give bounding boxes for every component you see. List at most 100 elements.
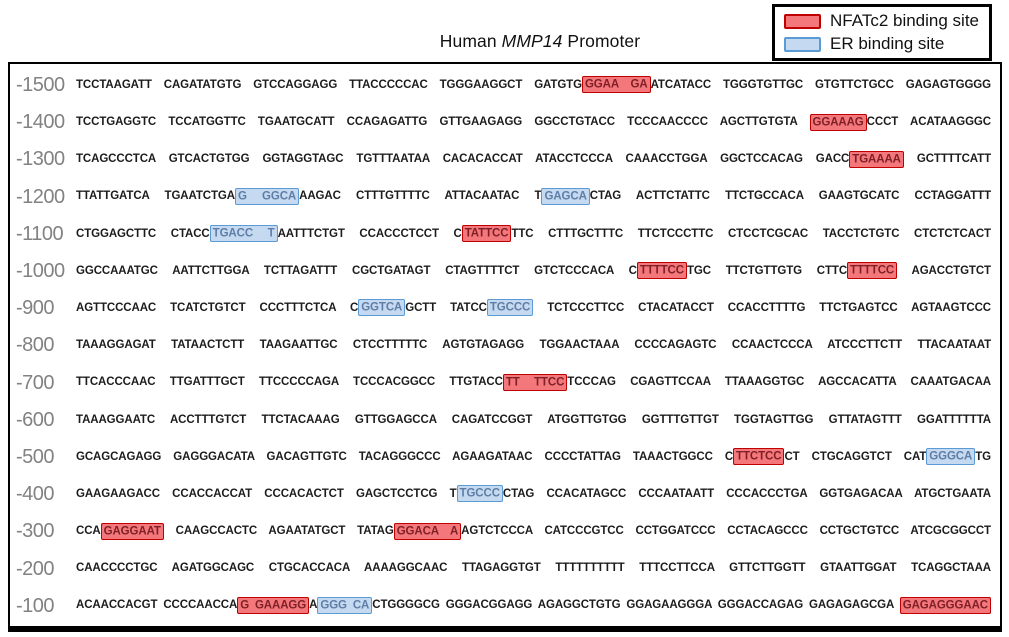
er-binding-site: GGG CA (317, 596, 373, 614)
sequence-text: ATCATACC TGGGTGTTGC GTGTTCTGCC GAGAGTGGG… (650, 78, 992, 91)
sequence-row: -1500 TCCTAAGATT CAGATATGTG GTCCAGGAGG TT… (16, 67, 991, 104)
sequence-text: CAACCCCTGC AGATGGCAGC CTGCACCACA AAAAGGC… (76, 562, 991, 575)
sequence-line: GAAGAAGACC CCACCACCAT CCCACACTCT GAGCTCC… (76, 485, 991, 503)
sequence-row: -800 TAAAGGAGAT TATAACTCTT TAAGAATTGC CTC… (16, 327, 991, 364)
sequence-text: TCAGCCCTCA GTCACTGTGG GGTAGGTAGC TGTTTAA… (76, 153, 850, 166)
sequence-row: -600 TAAAGGAATC ACCTTTGTCT TTCTACAAAG GTT… (16, 402, 991, 439)
sequence-text: ACAACCACGT CCCCAACCA (76, 599, 238, 612)
sequence-text: TAAAGGAGAT TATAACTCTT TAAGAATTGC CTCCTTT… (76, 339, 991, 352)
sequence-row: -100 ACAACCACGT CCCCAACCA G GAAAGG A GGG CA C… (16, 588, 991, 625)
sequence-line: TTCACCCAAC TTGATTTGCT TTCCCCCAGA TCCCACG… (76, 373, 992, 391)
sequence-text: CTAG CCACATAGCC CCCAATAATT CCCACCCTGA GG… (502, 487, 991, 500)
er-binding-site: TGACC T (209, 225, 278, 243)
sequence-text: TAAAGGAATC ACCTTTGTCT TTCTACAAAG GTTGGAG… (76, 413, 991, 426)
sequence-line: GCAGCAGAGG GAGGGACATA GACAGTTGTC TACAGGG… (76, 448, 991, 466)
sequence-text: TTATTGATCA TGAATCTGA (76, 190, 235, 203)
er-binding-site: GGGCA (926, 448, 976, 466)
sequence-line: TCCTAAGATT CAGATATGTG GTCCAGGAGG TTACCCC… (76, 76, 992, 94)
nfatc2-binding-site: GAGGAAT (100, 522, 164, 540)
sequence-text: CCA (76, 525, 101, 538)
sequence-text: GCTT TATCC (405, 301, 487, 314)
title-suffix: Promoter (562, 31, 641, 51)
nfatc2-binding-site: TTTTCC (636, 262, 687, 280)
legend-item-nfatc2: NFATc2 binding site (784, 11, 979, 31)
er-binding-site: GGTCA (358, 299, 406, 317)
position-label: -200 (16, 557, 55, 580)
sequence-text: A (309, 599, 318, 612)
position-label: -800 (16, 334, 55, 357)
title-gene-name: MMP14 (501, 31, 563, 51)
sequence-text: GAAGAAGACC CCACCACCAT CCCACACTCT GAGCTCC… (76, 487, 457, 500)
nfatc2-binding-site: TTCTCC (733, 448, 785, 466)
er-binding-site: GAGCA (541, 187, 590, 205)
sequence-row: -1400 TCCTGAGGTC TCCATGGTTC TGAATGCATT CC… (16, 104, 991, 141)
sequence-text: TCTCCCTTCC CTACATACCT CCACCTTTTG TTCTGAG… (533, 301, 991, 314)
position-label: -400 (16, 483, 55, 506)
position-label: -900 (16, 297, 55, 320)
sequence-line: AGTTCCCAAC TCATCTGTCT CCCTTTCTCA C GGTCA G… (76, 299, 991, 317)
nfatc2-binding-site: GGACA A (393, 522, 462, 540)
sequence-text: AATTTCTGT CCACCCTCCT C (277, 227, 462, 240)
position-label: -500 (16, 445, 55, 468)
sequence-line: TCAGCCCTCA GTCACTGTGG GGTAGGTAGC TGTTTAA… (76, 150, 991, 168)
nfatc2-binding-site: GGAA GA (581, 76, 651, 94)
nfatc2-binding-site: GGAAAG (809, 113, 867, 131)
sequence-line: ACAACCACGT CCCCAACCA G GAAAGG A GGG CA CTGGG… (76, 596, 991, 614)
sequence-text: AAGAC CTTTGTTTTC ATTACAATAC T (299, 190, 542, 203)
sequence-row: -1300 TCAGCCCTCA GTCACTGTGG GGTAGGTAGC TG… (16, 141, 991, 178)
sequence-text: TGC TTCTGTTGTG CTTC (686, 264, 848, 277)
sequence-row: -1100 CTGGAGCTTC CTACC TGACC T AATTTCTGT CC… (16, 216, 991, 253)
position-label: -700 (16, 371, 55, 394)
sequence-text: TTCACCCAAC TTGATTTGCT TTCCCCCAGA TCCCACG… (76, 376, 503, 389)
legend-label: ER binding site (830, 34, 945, 53)
sequence-text: GCAGCAGAGG GAGGGACATA GACAGTTGTC TACAGGG… (76, 450, 734, 463)
promoter-sequence: -1500 TCCTAAGATT CAGATATGTG GTCCAGGAGG TT… (8, 62, 1002, 632)
sequence-line: TAAAGGAATC ACCTTTGTCT TTCTACAAAG GTTGGAG… (76, 413, 991, 427)
title-prefix: Human (439, 31, 502, 51)
legend-label: NFATc2 binding site (830, 11, 979, 30)
position-label: -100 (16, 594, 55, 617)
nfatc2-swatch (784, 13, 822, 29)
sequence-text: CAAGCCACTC AGAATATGCT TATAG (163, 525, 394, 538)
position-label: -1100 (16, 222, 64, 245)
sequence-text: AGTTCCCAAC TCATCTGTCT CCCTTTCTCA C (76, 301, 359, 314)
sequence-text: CTGGAGCTTC CTACC (76, 227, 210, 240)
sequence-row: -1200 TTATTGATCA TGAATCTGA G GGCA AAGAC CTT… (16, 179, 991, 216)
nfatc2-binding-site: TGAAAA (849, 150, 904, 168)
sequence-text: TCCCAG CGAGTTCCAA TTAAAGGTGC AGCCACATTA … (567, 376, 992, 389)
er-binding-site: TGCCC (486, 299, 534, 317)
sequence-text: TG (975, 450, 991, 463)
nfatc2-binding-site: TT TTCC (502, 373, 568, 391)
sequence-text: GCTTTTCATT (903, 153, 991, 166)
figure-title: Human MMP14 Promoter (330, 31, 750, 52)
position-label: -600 (16, 408, 55, 431)
sequence-line: TAAAGGAGAT TATAACTCTT TAAGAATTGC CTCCTTT… (76, 339, 991, 352)
er-swatch (784, 36, 822, 52)
sequence-line: CAACCCCTGC AGATGGCAGC CTGCACCACA AAAAGGC… (76, 563, 991, 575)
sequence-text: TTC CTTTGCTTTC TTCTCCCTTC CTCCTCGCAC TAC… (511, 227, 991, 240)
sequence-row: -900 AGTTCCCAAC TCATCTGTCT CCCTTTCTCA C GG… (16, 290, 991, 327)
nfatc2-binding-site: TATTCC (461, 225, 512, 243)
sequence-text: TCCTAAGATT CAGATATGTG GTCCAGGAGG TTACCCC… (76, 78, 582, 91)
sequence-row: -500 GCAGCAGAGG GAGGGACATA GACAGTTGTC TAC… (16, 439, 991, 476)
sequence-text: AGTCTCCCA CATCCCGTCC CCTGGATCCC CCTACAGC… (461, 525, 991, 538)
position-label: -1200 (16, 185, 65, 208)
position-label: -300 (16, 520, 55, 543)
sequence-text: GGCCAAATGC AATTCTTGGA TCTTAGATTT CGCTGAT… (76, 264, 637, 277)
nfatc2-binding-site: TTTTCC (847, 262, 898, 280)
sequence-line: GGCCAAATGC AATTCTTGGA TCTTAGATTT CGCTGAT… (76, 262, 991, 280)
sequence-text: CT CTGCAGGTCT CAT (784, 450, 927, 463)
sequence-row: -200 CAACCCCTGC AGATGGCAGC CTGCACCACA AAA… (16, 550, 991, 587)
sequence-row: -1000 GGCCAAATGC AATTCTTGGA TCTTAGATTT CG… (16, 253, 991, 290)
sequence-line: TCCTGAGGTC TCCATGGTTC TGAATGCATT CCAGAGA… (76, 113, 991, 131)
sequence-line: CTGGAGCTTC CTACC TGACC T AATTTCTGT CCACCCT… (76, 225, 991, 243)
er-binding-site: TGCCC (456, 485, 503, 503)
position-label: -1300 (16, 148, 65, 171)
legend-item-er: ER binding site (784, 34, 979, 54)
position-label: -1000 (16, 260, 65, 283)
position-label: -1500 (16, 74, 65, 97)
sequence-line: CCA GAGGAAT CAAGCCACTC AGAATATGCT TATAG GG… (76, 522, 991, 540)
sequence-row: -300 CCA GAGGAAT CAAGCCACTC AGAATATGCT TAT… (16, 513, 991, 550)
sequence-text: CTGGGGCG GGGACGGAGG AGAGGCTGTG GGAGAAGGG… (372, 599, 900, 612)
